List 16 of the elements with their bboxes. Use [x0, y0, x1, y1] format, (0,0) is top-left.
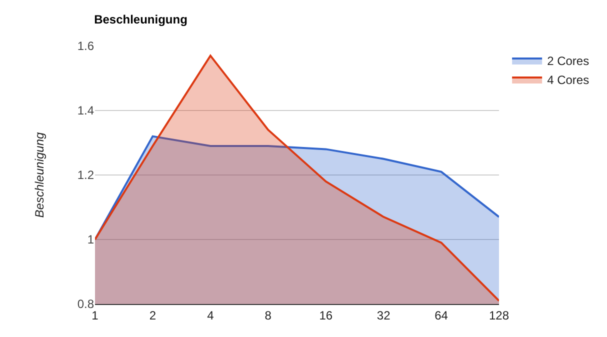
y-tick-label: 1.2 — [77, 168, 94, 182]
x-tick-label: 8 — [264, 308, 272, 322]
legend-label: 2 Cores — [547, 54, 590, 68]
x-tick-label: 128 — [488, 308, 510, 322]
y-tick-label: 1.6 — [77, 39, 94, 54]
x-tick-label: 64 — [434, 308, 448, 322]
x-tick-label: 32 — [376, 308, 391, 322]
legend-label: 4 Cores — [547, 73, 590, 88]
chart-title: Beschleunigung — [94, 12, 188, 27]
y-tick-label: 0.8 — [77, 297, 94, 312]
x-tick-label: 4 — [207, 308, 214, 322]
y-tick-label: 1 — [87, 232, 94, 247]
x-tick-label: 16 — [319, 308, 333, 322]
y-tick-label: 1.4 — [77, 104, 94, 118]
x-tick-label: 2 — [149, 308, 156, 322]
y-axis-title: Beschleunigung — [32, 132, 47, 218]
